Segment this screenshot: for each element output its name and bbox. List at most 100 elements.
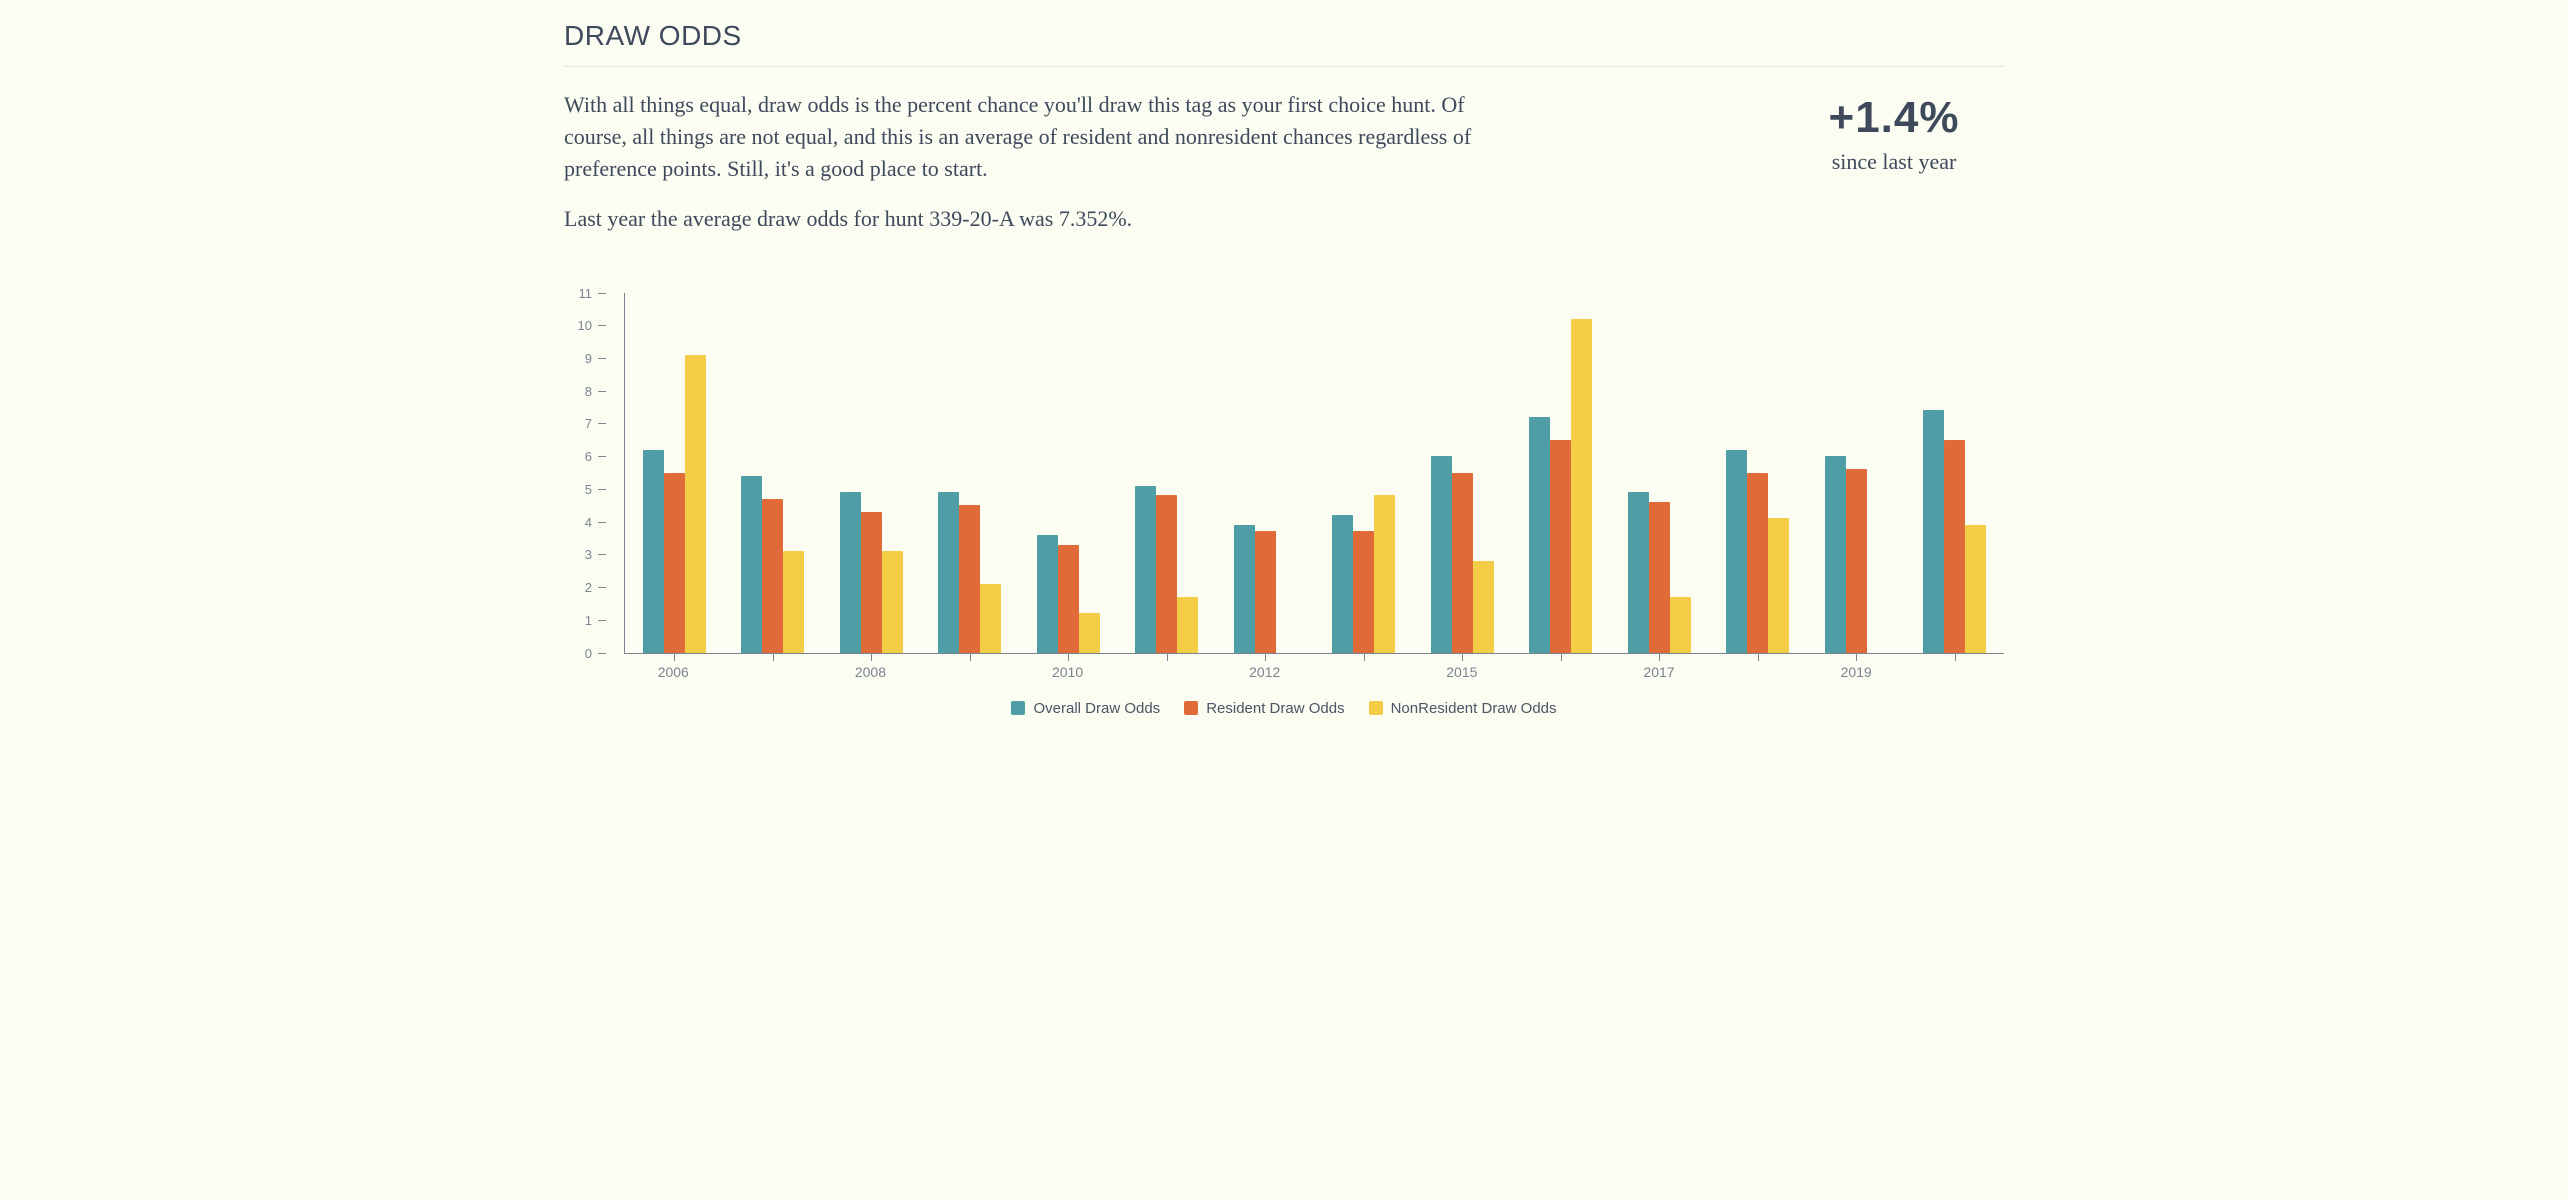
bar-overall bbox=[1923, 410, 1944, 652]
bar-resident bbox=[1058, 545, 1079, 653]
x-axis-tickmark bbox=[1659, 653, 1660, 661]
y-axis-tickmark bbox=[598, 423, 606, 424]
x-axis-tickmark bbox=[1955, 653, 1956, 661]
change-stat: +1.4% since last year bbox=[1784, 89, 2004, 175]
bar-overall bbox=[1529, 417, 1550, 653]
bar-nonresident bbox=[882, 551, 903, 652]
bar-group bbox=[1906, 293, 2005, 653]
section-title: DRAW ODDS bbox=[564, 20, 2004, 67]
bar-nonresident bbox=[685, 355, 706, 653]
y-axis-tick: 6 bbox=[564, 449, 624, 464]
bar-group bbox=[724, 293, 823, 653]
y-axis-tick: 0 bbox=[564, 646, 624, 661]
change-stat-label: since last year bbox=[1784, 149, 2004, 175]
bar-overall bbox=[1037, 535, 1058, 653]
bar-overall bbox=[1234, 525, 1255, 653]
bar-group bbox=[1709, 293, 1808, 653]
x-axis-tickmark bbox=[1068, 653, 1069, 661]
x-axis-tickmark bbox=[674, 653, 675, 661]
x-axis-label: 2012 bbox=[1249, 664, 1280, 680]
x-axis-label: 2006 bbox=[658, 664, 689, 680]
bar-group bbox=[1315, 293, 1414, 653]
bar-resident bbox=[959, 505, 980, 652]
legend-swatch bbox=[1369, 701, 1383, 715]
y-axis-tickmark bbox=[598, 653, 606, 654]
bar-nonresident bbox=[1079, 613, 1100, 652]
header-row: With all things equal, draw odds is the … bbox=[564, 89, 2004, 253]
bar-nonresident bbox=[1571, 319, 1592, 653]
y-axis-tick: 8 bbox=[564, 384, 624, 399]
bar-group bbox=[625, 293, 724, 653]
description-paragraph-2: Last year the average draw odds for hunt… bbox=[564, 203, 1504, 235]
chart-bar-groups bbox=[625, 293, 2004, 653]
bar-nonresident bbox=[1768, 518, 1789, 652]
bar-resident bbox=[1255, 531, 1276, 652]
bar-nonresident bbox=[1177, 597, 1198, 653]
bar-overall bbox=[1135, 486, 1156, 653]
x-axis-tickmark bbox=[1167, 653, 1168, 661]
bar-resident bbox=[861, 512, 882, 653]
description-paragraph-1: With all things equal, draw odds is the … bbox=[564, 89, 1504, 185]
legend-label: Overall Draw Odds bbox=[1033, 700, 1160, 717]
bar-resident bbox=[1550, 440, 1571, 653]
bar-group bbox=[1512, 293, 1611, 653]
y-axis-tick: 5 bbox=[564, 482, 624, 497]
y-axis-tick: 7 bbox=[564, 416, 624, 431]
x-axis-tickmark bbox=[1561, 653, 1562, 661]
y-axis-tick: 4 bbox=[564, 515, 624, 530]
draw-odds-chart: 01234567891011 2006200820102012201520172… bbox=[564, 293, 2004, 717]
bar-group bbox=[1019, 293, 1118, 653]
legend-label: Resident Draw Odds bbox=[1206, 700, 1344, 717]
y-axis-tick-label: 4 bbox=[564, 515, 598, 530]
bar-nonresident bbox=[1965, 525, 1986, 653]
x-axis-tickmark bbox=[773, 653, 774, 661]
chart-x-axis-labels: 2006200820102012201520172019 bbox=[624, 662, 2004, 686]
bar-nonresident bbox=[783, 551, 804, 652]
bar-overall bbox=[1825, 456, 1846, 652]
bar-overall bbox=[1628, 492, 1649, 652]
y-axis-tickmark bbox=[598, 522, 606, 523]
bar-overall bbox=[1726, 450, 1747, 653]
y-axis-tick-label: 8 bbox=[564, 384, 598, 399]
y-axis-tickmark bbox=[598, 358, 606, 359]
y-axis-tick-label: 2 bbox=[564, 580, 598, 595]
bar-overall bbox=[938, 492, 959, 652]
bar-resident bbox=[1944, 440, 1965, 653]
x-axis-tickmark bbox=[1364, 653, 1365, 661]
bar-overall bbox=[840, 492, 861, 652]
x-axis-label: 2008 bbox=[855, 664, 886, 680]
x-axis-tickmark bbox=[970, 653, 971, 661]
bar-overall bbox=[741, 476, 762, 653]
bar-group bbox=[921, 293, 1020, 653]
y-axis-tick: 3 bbox=[564, 547, 624, 562]
x-axis-label: 2010 bbox=[1052, 664, 1083, 680]
y-axis-tick-label: 7 bbox=[564, 416, 598, 431]
bar-group bbox=[1413, 293, 1512, 653]
bar-overall bbox=[643, 450, 664, 653]
y-axis-tick: 11 bbox=[564, 286, 624, 301]
x-axis-label: 2019 bbox=[1841, 664, 1872, 680]
chart-plot-area bbox=[624, 293, 2004, 654]
bar-overall bbox=[1332, 515, 1353, 652]
chart-legend: Overall Draw Odds Resident Draw Odds NonRe… bbox=[564, 700, 2004, 717]
y-axis-tick-label: 0 bbox=[564, 646, 598, 661]
legend-item: NonResident Draw Odds bbox=[1369, 700, 1557, 717]
bar-resident bbox=[1846, 469, 1867, 652]
y-axis-tickmark bbox=[598, 325, 606, 326]
y-axis-tickmark bbox=[598, 554, 606, 555]
y-axis-tick: 2 bbox=[564, 580, 624, 595]
bar-group bbox=[1216, 293, 1315, 653]
y-axis-tick: 1 bbox=[564, 613, 624, 628]
section-description: With all things equal, draw odds is the … bbox=[564, 89, 1504, 253]
bar-resident bbox=[762, 499, 783, 653]
y-axis-tickmark bbox=[598, 293, 606, 294]
bar-nonresident bbox=[1670, 597, 1691, 653]
bar-resident bbox=[1649, 502, 1670, 653]
bar-nonresident bbox=[980, 584, 1001, 653]
draw-odds-panel: DRAW ODDS With all things equal, draw od… bbox=[544, 0, 2024, 747]
bar-group bbox=[822, 293, 921, 653]
legend-item: Overall Draw Odds bbox=[1011, 700, 1160, 717]
y-axis-tickmark bbox=[598, 620, 606, 621]
y-axis-tick-label: 3 bbox=[564, 547, 598, 562]
bar-nonresident bbox=[1473, 561, 1494, 653]
